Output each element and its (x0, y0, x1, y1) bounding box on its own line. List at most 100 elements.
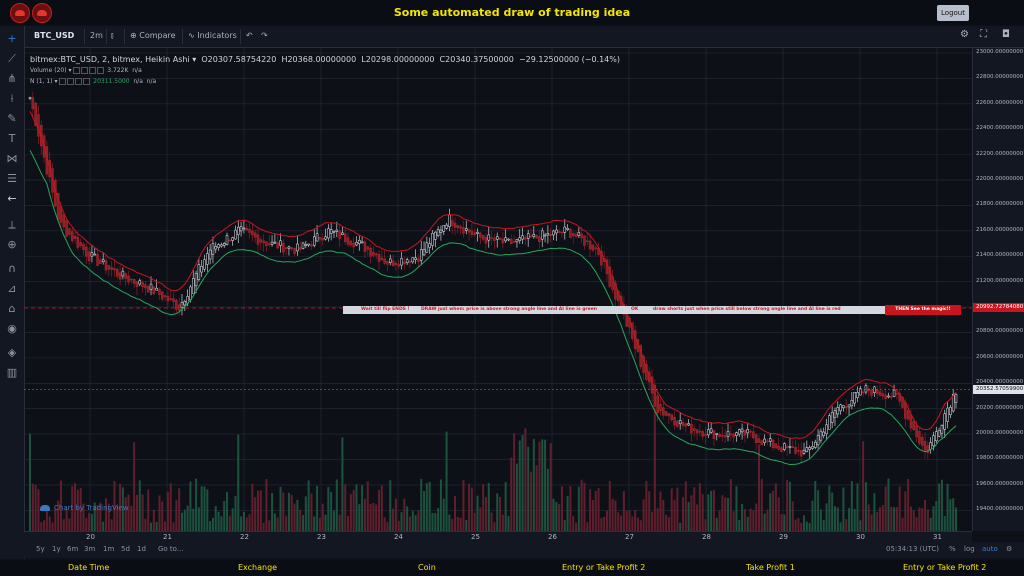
candle-body (898, 393, 901, 402)
text-icon[interactable]: T (8, 132, 16, 145)
redo-icon[interactable]: ↷ (261, 31, 268, 40)
magnet-icon[interactable]: ∩ (7, 262, 17, 275)
range-3m[interactable]: 3m (84, 545, 96, 553)
candle-body (580, 233, 583, 239)
candle-body (701, 431, 704, 437)
snapshot-icon[interactable]: ◘ (1002, 29, 1010, 40)
candle-body (132, 279, 136, 284)
lock-drawing-icon[interactable]: ⊿ (7, 282, 17, 295)
price-axis[interactable]: 23000.00000000 22800.00000000 22600.000000… (972, 48, 1024, 531)
volume-bar (797, 518, 800, 531)
logout-button[interactable]: Logout (937, 5, 969, 21)
candle-body (560, 231, 564, 234)
volume-bar (37, 489, 40, 531)
volume-bar (667, 517, 670, 531)
interval-selector[interactable]: 2m (90, 31, 103, 40)
candle-body (369, 247, 372, 257)
candle-body (828, 415, 831, 430)
trash-icon[interactable]: ▥ (6, 366, 18, 379)
volume-bar (180, 512, 183, 531)
brush-icon[interactable]: ✎ (7, 112, 17, 125)
candle-body (428, 243, 431, 248)
tradingview-watermark[interactable]: Chart by TradingView (40, 504, 129, 512)
range-1y[interactable]: 1y (52, 545, 61, 553)
drawing-toolbar: + ⟋ ⋔ ⟊ ✎ T ⋈ ☰ ← ⟂ ⊕ ∩ ⊿ ⌂ ◉ ◈ ▥ (0, 26, 25, 559)
banner-text-2: DRAW just when: price is above strong an… (421, 307, 597, 312)
volume-bar (493, 522, 496, 531)
compare-button[interactable]: ⊕ Compare (130, 31, 176, 40)
volume-bar (358, 504, 361, 531)
range-1d[interactable]: 1d (137, 545, 146, 553)
volume-bar (769, 493, 772, 531)
candle-body (76, 237, 80, 248)
candle-body (926, 445, 930, 453)
crosshair-icon[interactable]: + (7, 32, 17, 45)
volume-bar (200, 486, 203, 531)
indicators-button[interactable]: ∿ Indicators (188, 31, 237, 40)
volume-bar (909, 506, 912, 531)
prediction-icon[interactable]: ☰ (7, 172, 17, 185)
range-5d[interactable]: 5d (121, 545, 130, 553)
percent-toggle[interactable]: % (949, 545, 956, 553)
volume-bar (211, 517, 214, 531)
candle-body (569, 228, 572, 238)
ruler-icon[interactable]: ⟂ (8, 218, 16, 231)
price-chart[interactable] (24, 48, 972, 531)
volume-bar (681, 497, 684, 531)
fib-icon[interactable]: ⟊ (10, 92, 14, 105)
goto-button[interactable]: Go to... (158, 545, 184, 553)
undo-icon[interactable]: ↶ (246, 31, 253, 40)
candle-body (31, 97, 35, 109)
candle-body (690, 424, 693, 434)
volume-bar (330, 491, 333, 531)
volume-bar (662, 499, 665, 531)
volume-bar (577, 486, 580, 531)
volume-bar (749, 508, 752, 531)
candle-body (873, 386, 876, 393)
log-toggle[interactable]: log (964, 545, 975, 553)
footer-date-time: Date Time (68, 563, 110, 572)
axis-settings-icon[interactable]: ⚙ (1006, 545, 1013, 553)
layers-icon[interactable]: ◈ (7, 346, 17, 359)
volume-bar (209, 521, 212, 531)
settings-icon[interactable]: ⚙ (960, 29, 969, 40)
fullscreen-icon[interactable]: ⛶ (980, 29, 987, 40)
candle-body (380, 257, 384, 261)
pattern-icon[interactable]: ⋈ (6, 152, 18, 165)
candle-body (389, 258, 392, 263)
range-6m[interactable]: 6m (67, 545, 79, 553)
volume-bar (43, 520, 46, 531)
range-5y[interactable]: 5y (36, 545, 45, 553)
candle-body (445, 224, 448, 229)
volume-bar (499, 497, 502, 531)
legend-change: −29.12500000 (−0.14%) (518, 55, 620, 64)
time-tick: 27 (625, 533, 634, 541)
volume-bar (755, 503, 758, 531)
volume-bar (138, 480, 141, 531)
trend-line-icon[interactable]: ⟋ (8, 52, 16, 65)
time-axis[interactable]: 20 21 22 23 24 25 26 27 28 29 30 31 (24, 531, 972, 543)
volume-bar (546, 468, 549, 531)
lock-icon[interactable]: ⌂ (8, 302, 16, 315)
toolbar-divider (84, 29, 85, 44)
main-legend[interactable]: bitmex:BTC_USD, 2, bitmex, Heikin Ashi ▾… (30, 55, 620, 64)
volume-bar (938, 483, 941, 531)
volume-bar (670, 488, 673, 531)
volume-bar (431, 512, 434, 531)
symbol-search[interactable]: BTC_USD (34, 31, 75, 40)
indicator-legend[interactable]: N (1, 1) ▾ 20311.5000 n/a n/a (30, 78, 157, 85)
candle-body (890, 396, 893, 398)
volume-bar (470, 487, 473, 531)
chart-style-icon[interactable]: ⫾ (111, 31, 114, 40)
candle-body (355, 241, 358, 246)
range-1m[interactable]: 1m (103, 545, 115, 553)
volume-legend[interactable]: Volume (20) ▾ 3.722K n/a (30, 67, 142, 74)
auto-toggle[interactable]: auto (982, 545, 998, 553)
pitchfork-icon[interactable]: ⋔ (7, 72, 17, 85)
eye-icon[interactable]: ◉ (7, 322, 17, 335)
zoom-icon[interactable]: ⊕ (7, 238, 17, 251)
volume-bar (411, 510, 414, 531)
candle-body (805, 447, 809, 452)
volume-bar (589, 489, 592, 531)
arrow-left-icon[interactable]: ← (7, 192, 17, 205)
